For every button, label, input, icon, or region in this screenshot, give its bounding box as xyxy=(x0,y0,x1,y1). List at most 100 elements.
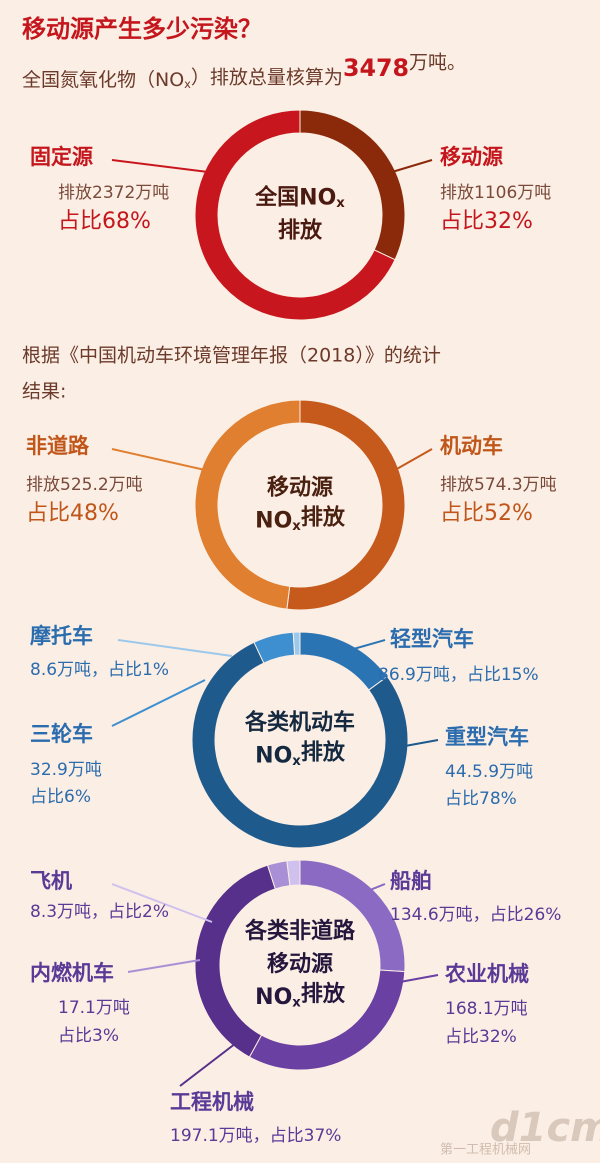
value-label: 占比37% xyxy=(270,1126,342,1146)
leader-line xyxy=(354,883,386,897)
value-label: 占比68% xyxy=(58,209,151,234)
center-label: 移动源 xyxy=(267,951,333,977)
amount-line: 8.6万吨，占比1% xyxy=(30,660,169,680)
donut-slice xyxy=(286,859,301,887)
value-label: 占比6% xyxy=(30,787,91,807)
category-label: 三轮车 xyxy=(30,722,93,746)
leader-line xyxy=(391,159,433,173)
leader-line xyxy=(111,679,206,727)
text-part: 各类非道路 xyxy=(244,918,356,944)
text-part: 全国NO xyxy=(254,185,336,211)
subscript: x xyxy=(292,519,301,534)
donut-slice xyxy=(286,399,406,611)
value-label: 占比32% xyxy=(440,209,533,234)
amount-label: 134.6万吨， xyxy=(390,905,490,925)
leader-line xyxy=(394,448,433,471)
text-part: 全国氮氧化物（NO xyxy=(22,69,184,91)
amount-line: 86.9万吨，占比15% xyxy=(378,665,539,685)
category-label: 飞机 xyxy=(30,869,72,893)
value-label: 占比26% xyxy=(490,905,562,925)
subscript: x xyxy=(336,196,345,211)
text-part: NO xyxy=(255,744,292,769)
leader-line xyxy=(111,159,209,173)
value-label: 占比2% xyxy=(108,902,169,922)
leader-line xyxy=(117,639,233,657)
amount-label: 8.6万吨， xyxy=(30,660,108,680)
amount-label: 排放1106万吨 xyxy=(440,183,551,203)
title: 移动源产生多少污染？ xyxy=(22,15,262,43)
text-part: ）排放总量核算为 xyxy=(191,66,343,88)
amount-line: 197.1万吨，占比37% xyxy=(170,1126,341,1146)
subscript: x xyxy=(184,76,191,90)
amount-line: 8.3万吨，占比2% xyxy=(30,902,169,922)
section-text: 结果: xyxy=(22,381,66,403)
category-label: 非道路 xyxy=(26,434,90,458)
amount-label: 32.9万吨 xyxy=(30,760,102,780)
center-label: 各类机动车 xyxy=(244,710,355,736)
category-label: 轻型汽车 xyxy=(390,627,474,651)
text-part: NO xyxy=(255,985,292,1010)
text-part: 万吨。 xyxy=(409,51,466,73)
category-label: 摩托车 xyxy=(30,624,93,648)
amount-line: 134.6万吨，占比26% xyxy=(390,905,561,925)
text-part: 排放 xyxy=(301,504,346,530)
category-label: 船舶 xyxy=(390,869,432,893)
value-label: 占比52% xyxy=(440,501,533,526)
category-label: 内燃机车 xyxy=(30,961,114,985)
amount-label: 168.1万吨 xyxy=(445,999,528,1019)
leader-line xyxy=(127,959,201,973)
subtitle: 全国氮氧化物（NOx）排放总量核算为3478万吨。 xyxy=(22,51,466,91)
amount-label: 8.3万吨， xyxy=(30,902,108,922)
text-part: 排放 xyxy=(301,739,346,765)
amount-label: 86.9万吨， xyxy=(378,665,467,685)
subscript: x xyxy=(292,996,301,1011)
category-label: 农业机械 xyxy=(444,962,529,986)
leader-line xyxy=(111,883,213,923)
center-label: 移动源 xyxy=(267,475,333,501)
value-label: 占比3% xyxy=(58,1026,119,1046)
category-label: 重型汽车 xyxy=(445,725,529,749)
value-label: 占比48% xyxy=(26,501,119,526)
text-part: 各类机动车 xyxy=(244,710,355,736)
value-label: 占比15% xyxy=(467,665,539,685)
text-part: 3478 xyxy=(343,54,409,82)
watermark-text: 第一工程机械网 xyxy=(440,1143,531,1158)
center-label: NOx排放 xyxy=(255,739,346,769)
category-label: 工程机械 xyxy=(170,1090,254,1114)
amount-label: 197.1万吨， xyxy=(170,1126,270,1146)
leader-line xyxy=(111,448,206,471)
donut-slice xyxy=(292,631,301,656)
center-label: NOx排放 xyxy=(255,504,346,534)
center-label: NOx排放 xyxy=(255,981,346,1011)
donut-slice xyxy=(194,399,301,610)
leader-line xyxy=(179,1039,241,1087)
text-part: 排放 xyxy=(301,981,346,1007)
text-part: 排放 xyxy=(278,218,323,244)
amount-label: 排放2372万吨 xyxy=(58,183,169,203)
value-label: 占比1% xyxy=(108,660,169,680)
value-label: 占比32% xyxy=(445,1027,517,1047)
amount-label: 44.5.9万吨 xyxy=(445,762,533,782)
amount-label: 排放574.3万吨 xyxy=(440,475,557,495)
section-text: 根据《中国机动车环境管理年报（2018）》的统计 xyxy=(22,345,441,367)
text-part: 移动源 xyxy=(267,951,333,977)
value-label: 占比78% xyxy=(445,789,517,809)
leader-line xyxy=(404,739,439,747)
text-part: NO xyxy=(255,509,292,534)
donut-slice xyxy=(191,641,409,849)
leader-line xyxy=(399,974,439,983)
text-part: 移动源 xyxy=(267,475,333,501)
amount-label: 17.1万吨 xyxy=(58,998,130,1018)
donut-slice xyxy=(194,109,396,321)
category-label: 移动源 xyxy=(440,145,503,169)
watermark-logo: d1cm xyxy=(490,1105,600,1151)
amount-label: 排放525.2万吨 xyxy=(26,475,143,495)
center-label: 排放 xyxy=(278,218,323,244)
subscript: x xyxy=(292,754,301,769)
leader-line xyxy=(349,639,386,651)
center-label: 全国NOx xyxy=(254,185,345,212)
center-label: 各类非道路 xyxy=(244,918,356,944)
